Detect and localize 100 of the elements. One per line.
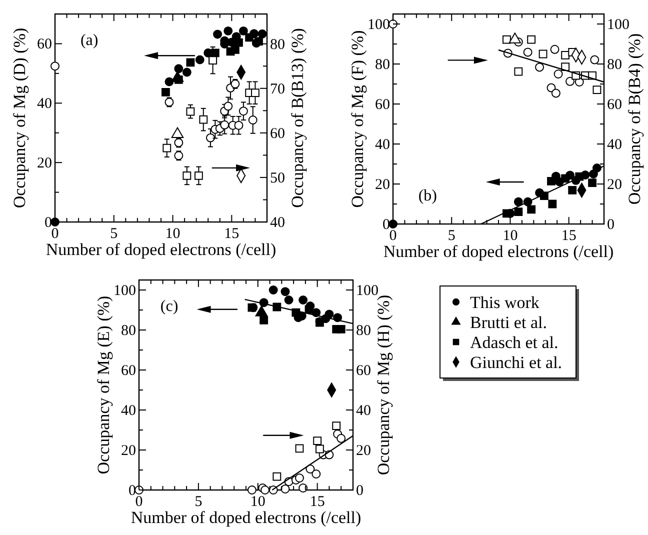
y-tick-label: 20 xyxy=(37,156,52,172)
legend-label: This work xyxy=(470,293,540,312)
x-axis-title: Number of doped electrons (/cell) xyxy=(46,240,276,259)
point xyxy=(548,200,557,208)
point xyxy=(523,48,532,57)
x-axis-title: Number of doped electrons (/cell) xyxy=(130,508,362,527)
point xyxy=(174,64,184,74)
y2-tick-label: 40 xyxy=(607,137,622,153)
point xyxy=(298,484,308,492)
point xyxy=(50,62,60,71)
point xyxy=(527,205,536,214)
point xyxy=(199,115,208,124)
y2-tick-label: 40 xyxy=(270,215,285,231)
point xyxy=(213,30,222,39)
point xyxy=(206,133,215,142)
point xyxy=(284,296,294,304)
point xyxy=(554,70,563,78)
point xyxy=(312,470,321,478)
point xyxy=(224,26,233,36)
x-axis-title: Number of doped electrons (/cell) xyxy=(383,242,614,261)
point xyxy=(182,68,192,77)
point xyxy=(304,305,314,314)
y-axis-title: Occupancy of Mg (D) (%) xyxy=(10,28,29,208)
y-tick-label: 20 xyxy=(375,177,390,193)
x-tick-label: 15 xyxy=(224,226,240,242)
point xyxy=(195,55,204,64)
point xyxy=(295,474,304,482)
point xyxy=(182,171,192,180)
y-tick-label: 40 xyxy=(121,403,136,419)
point xyxy=(247,486,256,494)
point xyxy=(316,444,324,454)
y-tick-label: 40 xyxy=(37,96,52,112)
y-tick-label: 100 xyxy=(114,283,136,299)
y-tick-label: 60 xyxy=(375,97,390,113)
x-tick-label: 15 xyxy=(310,494,325,510)
point xyxy=(336,434,346,443)
point xyxy=(260,486,270,494)
point xyxy=(514,197,523,206)
y2-tick-label: 60 xyxy=(270,126,285,142)
y-tick-label: 60 xyxy=(37,36,52,53)
point xyxy=(550,44,560,54)
y2-tick-label: 80 xyxy=(607,57,622,73)
point xyxy=(194,171,203,180)
point xyxy=(234,120,244,130)
point xyxy=(234,38,243,47)
point xyxy=(272,472,282,481)
point xyxy=(260,316,268,324)
point xyxy=(268,286,278,294)
point xyxy=(561,174,570,183)
annotation: (b) xyxy=(418,188,437,205)
y2-tick-label: 20 xyxy=(356,443,371,459)
point xyxy=(254,37,263,46)
point xyxy=(538,50,548,58)
y2-tick-label: 50 xyxy=(270,170,285,186)
y2-tick-label: 0 xyxy=(356,483,364,499)
y-axis-title: Occupancy of Mg (E) (%) xyxy=(94,296,113,474)
y-tick-label: 80 xyxy=(121,323,136,339)
point xyxy=(588,178,596,188)
y2-tick-label: 20 xyxy=(607,177,622,193)
x-tick-label: 15 xyxy=(561,228,576,244)
point xyxy=(514,208,523,216)
x-tick-label: 10 xyxy=(165,226,180,242)
legend-label: Adasch et al. xyxy=(470,333,558,352)
y-tick-label: 100 xyxy=(368,17,390,33)
point xyxy=(280,484,290,494)
point xyxy=(186,107,195,116)
point xyxy=(245,33,254,42)
point xyxy=(514,67,523,76)
point xyxy=(220,120,230,130)
point xyxy=(186,58,195,67)
legend-label: Brutti et al. xyxy=(470,313,547,332)
y-axis-title: Occupancy of Mg (F) (%) xyxy=(348,30,367,208)
point xyxy=(258,29,267,38)
point xyxy=(174,75,183,84)
point xyxy=(547,176,556,186)
x-tick-label: 5 xyxy=(110,226,118,242)
point xyxy=(590,55,600,64)
y2-tick-label: 60 xyxy=(356,363,371,379)
y2-tick-label: 40 xyxy=(356,403,371,419)
point xyxy=(336,324,346,334)
y-tick-label: 40 xyxy=(375,137,390,153)
x-tick-label: 5 xyxy=(194,494,202,510)
point xyxy=(313,436,322,446)
point xyxy=(162,88,170,96)
point xyxy=(238,106,248,116)
y-tick-label: 60 xyxy=(121,363,136,379)
point xyxy=(332,422,341,430)
point xyxy=(248,116,258,124)
point xyxy=(566,76,574,86)
y2-tick-label: 80 xyxy=(356,323,371,339)
x-tick-label: 10 xyxy=(502,228,518,244)
annotation: (a) xyxy=(80,32,98,49)
point xyxy=(561,50,570,60)
point xyxy=(238,26,248,36)
point xyxy=(298,296,308,304)
legend-label: Giunchi et al. xyxy=(470,353,562,372)
x-tick-label: 10 xyxy=(250,494,266,510)
point xyxy=(171,127,184,138)
point xyxy=(551,88,560,98)
point xyxy=(568,186,577,194)
